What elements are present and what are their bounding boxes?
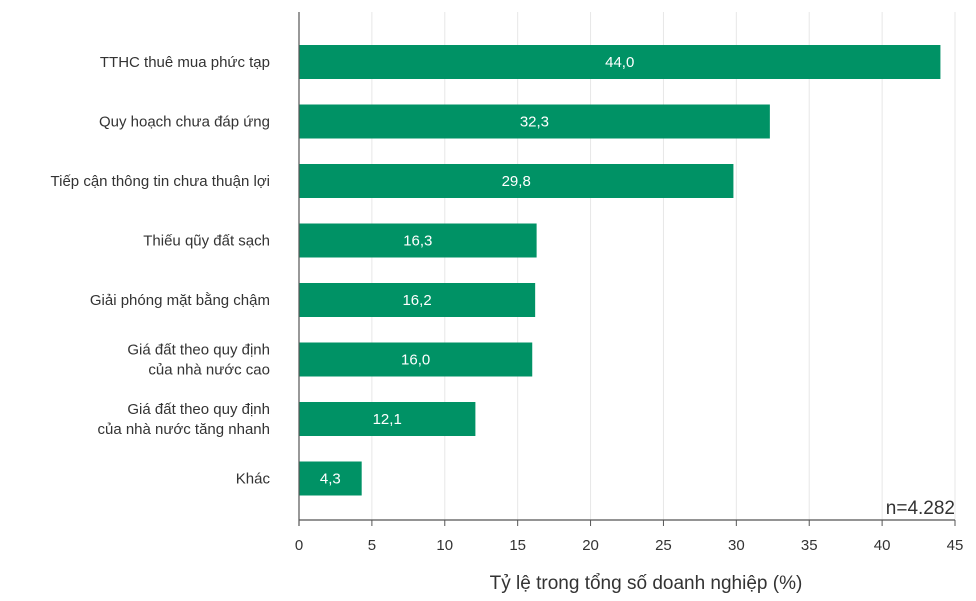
label-layer: 44,0 TTHC thuê mua phức tạp 32,3 Quy hoạch … <box>51 54 635 488</box>
bar-2 <box>299 104 770 139</box>
x-tick-label-0: 0 <box>295 537 303 554</box>
axis-layer: 0 5 10 15 20 25 30 35 40 45 <box>295 12 964 554</box>
bar-value-label-4: 16,3 <box>403 233 432 250</box>
category-label-4: Thiếu qũy đất sạch <box>143 233 270 250</box>
bar-value-label-7: 12,1 <box>373 411 402 428</box>
x-tick-label-25: 25 <box>655 537 672 554</box>
bar-1 <box>299 45 941 79</box>
bar-7 <box>299 402 476 436</box>
bar-value-label-3: 29,8 <box>502 173 531 190</box>
grid-layer <box>371 12 956 520</box>
bar-6 <box>299 342 533 377</box>
bar-layer <box>299 45 941 496</box>
x-axis-title: Tỷ lệ trong tổng số doanh nghiệp (%) <box>490 573 803 594</box>
category-label-8: Khác <box>236 471 271 488</box>
bar-5 <box>299 283 536 317</box>
category-label-5: Giải phóng mặt bằng chậm <box>90 292 270 309</box>
category-label-2: Quy hoạch chưa đáp ứng <box>99 114 270 131</box>
x-tick-label-20: 20 <box>582 537 599 554</box>
bar-value-label-6: 16,0 <box>401 352 430 369</box>
bar-8 <box>299 461 362 496</box>
x-tick-label-35: 35 <box>801 537 818 554</box>
x-tick-label-30: 30 <box>728 537 745 554</box>
x-tick-label-10: 10 <box>436 537 453 554</box>
category-label-1: TTHC thuê mua phức tạp <box>100 54 270 71</box>
category-label-3: Tiếp cận thông tin chưa thuận lợi <box>51 173 270 190</box>
bar-4 <box>299 223 537 258</box>
bar-value-label-5: 16,2 <box>402 292 431 309</box>
bar-3 <box>299 164 734 198</box>
category-label-6: Giá đất theo quy định của nhà nước cao <box>127 342 270 379</box>
bar-value-label-2: 32,3 <box>520 114 549 131</box>
category-label-7: Giá đất theo quy định của nhà nước tăng n… <box>97 401 270 438</box>
x-tick-label-40: 40 <box>874 537 891 554</box>
x-tick-label-15: 15 <box>509 537 526 554</box>
bar-value-label-1: 44,0 <box>605 54 634 71</box>
bar-value-label-8: 4,3 <box>320 471 341 488</box>
x-tick-label-45: 45 <box>947 537 964 554</box>
sample-size-annotation: n=4.282 <box>886 498 955 519</box>
x-tick-label-5: 5 <box>368 537 376 554</box>
